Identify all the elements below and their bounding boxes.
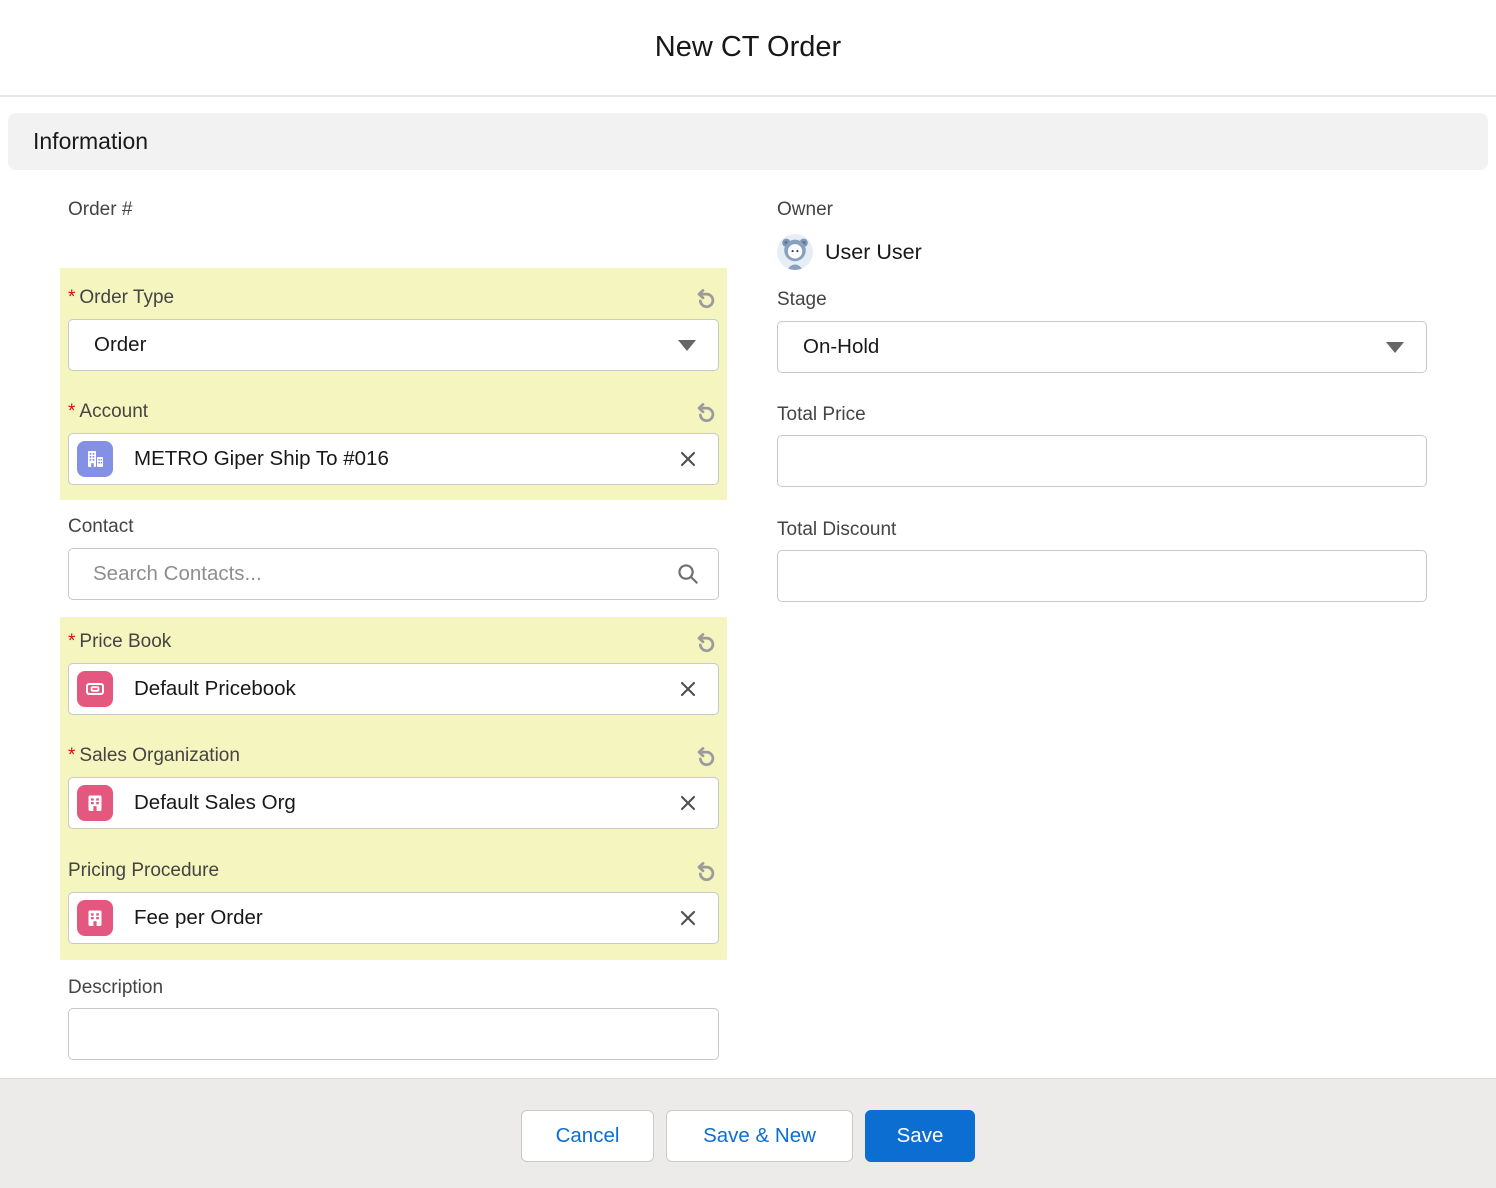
- clear-icon[interactable]: [676, 677, 700, 701]
- required-asterisk: *: [68, 631, 76, 652]
- left-column: Order # * Order Type Order: [60, 170, 727, 1060]
- owner-value-row: User User: [777, 233, 1427, 271]
- pricing-procedure-value: Fee per Order: [134, 906, 263, 929]
- clear-icon[interactable]: [676, 906, 700, 930]
- total-discount-input[interactable]: [777, 550, 1427, 602]
- information-section-header: Information: [8, 113, 1488, 170]
- undo-icon[interactable]: [692, 743, 719, 770]
- stage-select[interactable]: On-Hold: [777, 321, 1427, 373]
- order-type-label: Order Type: [79, 287, 175, 308]
- account-label-row: * Account: [68, 400, 719, 424]
- price-book-label-row: * Price Book: [68, 630, 719, 654]
- page-title: New CT Order: [654, 31, 842, 63]
- cancel-button[interactable]: Cancel: [521, 1110, 654, 1162]
- order-type-select[interactable]: Order: [68, 319, 719, 371]
- owner-label: Owner: [777, 199, 833, 220]
- required-asterisk: *: [68, 287, 76, 308]
- sales-org-lookup-pill[interactable]: Default Sales Org: [68, 777, 719, 829]
- stage-label: Stage: [777, 289, 827, 310]
- account-value: METRO Giper Ship To #016: [134, 447, 389, 470]
- price-book-value: Default Pricebook: [134, 677, 296, 700]
- search-icon[interactable]: [675, 561, 701, 587]
- order-number-field: Order #: [68, 198, 719, 222]
- astro-avatar: [777, 234, 813, 270]
- account-lookup-pill[interactable]: METRO Giper Ship To #016: [68, 433, 719, 485]
- price-book-lookup-pill[interactable]: Default Pricebook: [68, 663, 719, 715]
- highlight-block-pricing: * Price Book Default Priceb: [60, 617, 727, 960]
- sales-org-label: Sales Organization: [79, 745, 240, 766]
- section-title: Information: [33, 128, 149, 154]
- highlight-block-order: * Order Type Order * Account: [60, 268, 727, 500]
- required-asterisk: *: [68, 401, 76, 422]
- description-label: Description: [68, 977, 164, 998]
- undo-icon[interactable]: [692, 285, 719, 312]
- required-asterisk: *: [68, 745, 76, 766]
- undo-icon[interactable]: [692, 399, 719, 426]
- pricebook-ticket-icon: [77, 671, 113, 707]
- undo-icon[interactable]: [692, 858, 719, 885]
- store-building-icon: [77, 900, 113, 936]
- price-book-label: Price Book: [79, 631, 172, 652]
- contact-search-input[interactable]: [68, 548, 719, 600]
- order-number-label: Order #: [68, 199, 133, 220]
- form-body: Order # * Order Type Order: [60, 170, 1427, 1060]
- total-price-input[interactable]: [777, 435, 1427, 487]
- save-and-new-button[interactable]: Save & New: [666, 1110, 853, 1162]
- store-building-icon: [77, 785, 113, 821]
- order-type-value: Order: [94, 333, 147, 356]
- contact-label-row: Contact: [68, 515, 719, 539]
- sales-org-value: Default Sales Org: [134, 791, 296, 814]
- total-discount-label: Total Discount: [777, 519, 897, 540]
- owner-value: User User: [825, 239, 922, 264]
- account-building-icon: [77, 441, 113, 477]
- save-button[interactable]: Save: [865, 1110, 975, 1162]
- pricing-procedure-lookup-pill[interactable]: Fee per Order: [68, 892, 719, 944]
- right-column: Owner User User Stage: [777, 170, 1427, 1060]
- total-price-label-row: Total Price: [777, 403, 1427, 427]
- contact-label: Contact: [68, 516, 134, 537]
- modal-footer: Cancel Save & New Save: [0, 1078, 1496, 1188]
- undo-icon[interactable]: [692, 629, 719, 656]
- description-input[interactable]: [68, 1008, 719, 1060]
- chevron-down-icon: [678, 339, 696, 351]
- total-price-label: Total Price: [777, 404, 866, 425]
- stage-label-row: Stage: [777, 288, 1427, 312]
- total-discount-label-row: Total Discount: [777, 518, 1427, 542]
- owner-label-row: Owner: [777, 198, 1427, 222]
- modal-header: New CT Order: [0, 0, 1496, 97]
- clear-icon[interactable]: [676, 791, 700, 815]
- pricing-procedure-label: Pricing Procedure: [68, 860, 220, 881]
- contact-search: [68, 548, 719, 600]
- clear-icon[interactable]: [676, 447, 700, 471]
- pricing-procedure-label-row: Pricing Procedure: [68, 859, 719, 883]
- stage-value: On-Hold: [803, 335, 880, 358]
- description-label-row: Description: [68, 976, 719, 1000]
- account-label: Account: [79, 401, 149, 422]
- chevron-down-icon: [1386, 341, 1404, 353]
- sales-org-label-row: * Sales Organization: [68, 744, 719, 768]
- order-type-label-row: * Order Type: [68, 286, 719, 310]
